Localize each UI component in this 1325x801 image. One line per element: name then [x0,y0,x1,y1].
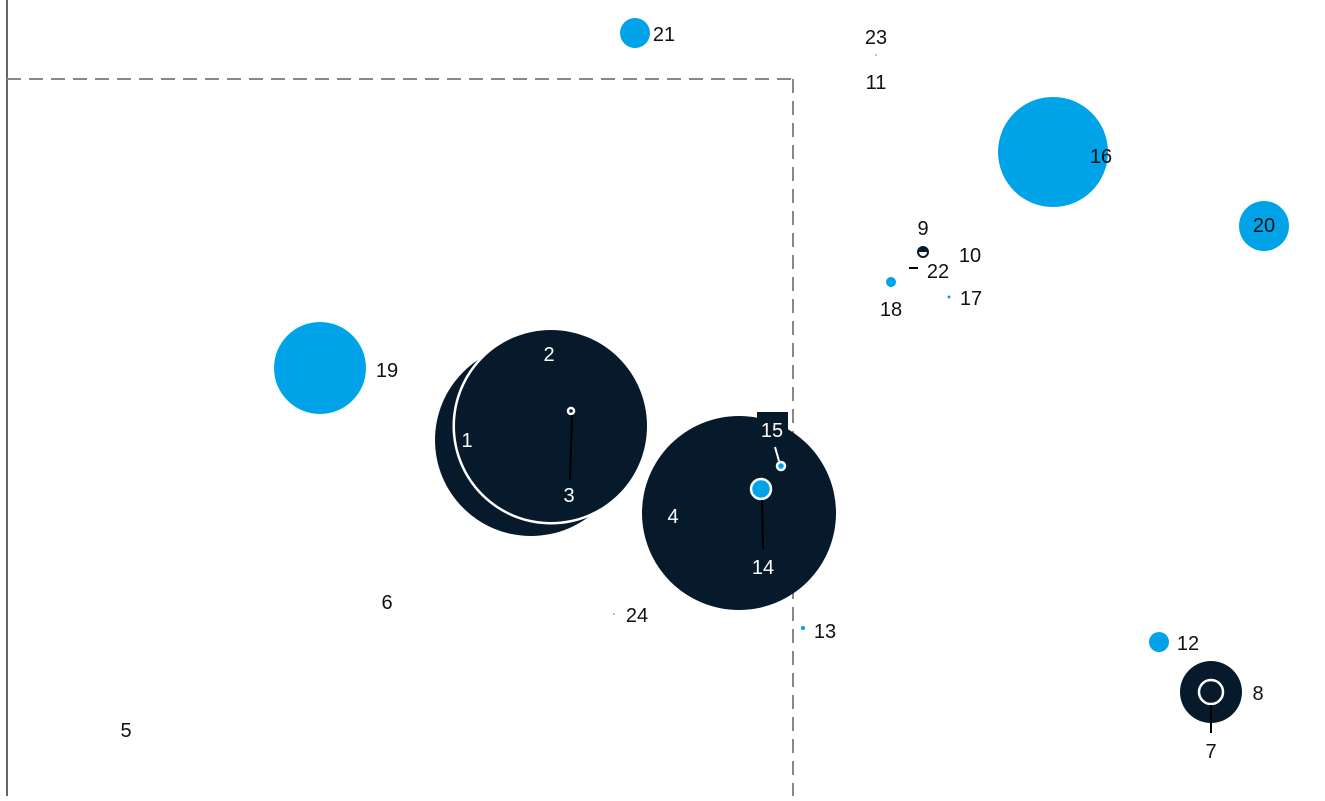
bubble-2 [455,330,647,522]
point-label-21: 21 [653,24,675,46]
bubble-18 [886,277,896,287]
point-label-5: 5 [120,720,131,742]
point-label-10: 10 [959,245,981,267]
label-15-tag [757,412,788,442]
bubble-15 [775,460,787,472]
point-label-19: 19 [376,360,398,382]
point-label-17: 17 [960,288,982,310]
point-label-11: 11 [866,72,887,94]
leader-lines-layer [569,267,1212,733]
point-label-18: 18 [880,299,902,321]
bubble-14 [749,477,773,501]
point-label-16: 16 [1090,146,1112,168]
bubble-16 [998,97,1108,207]
bubble-13 [801,626,805,630]
point-label-1: 1 [461,430,472,452]
point-label-3: 3 [563,485,574,507]
leader-line-15 [774,446,780,462]
bubble-3 [566,406,576,416]
point-label-24: 24 [626,605,648,627]
point-label-12: 12 [1177,633,1199,655]
bubble-17 [947,295,951,299]
point-label-2: 2 [543,344,554,366]
point-label-7: 7 [1205,741,1216,763]
bubbles-layer [274,18,1289,723]
point-label-8: 8 [1252,683,1263,705]
point-label-15: 15 [761,420,783,442]
bubble-19 [274,322,366,414]
bubble-20 [1239,201,1289,251]
point-label-22: 22 [927,261,949,283]
point-label-13: 13 [814,621,836,643]
bubble-24 [613,613,615,615]
point-label-23: 23 [865,27,887,49]
leader-line-14 [761,499,764,550]
point-label-14: 14 [752,557,774,579]
leader-line-3 [569,414,573,481]
bubble-8 [1180,661,1242,723]
bubble-7 [1197,678,1225,706]
bubble-4 [642,416,836,610]
bubble-21 [620,18,650,48]
bubble-23 [875,54,877,56]
bubble-12 [1149,632,1169,652]
point-label-20: 20 [1253,215,1275,237]
point-label-4: 4 [667,506,678,528]
point-label-6: 6 [381,592,392,614]
point-label-9: 9 [917,218,928,240]
bubble-9-ring [917,246,929,258]
